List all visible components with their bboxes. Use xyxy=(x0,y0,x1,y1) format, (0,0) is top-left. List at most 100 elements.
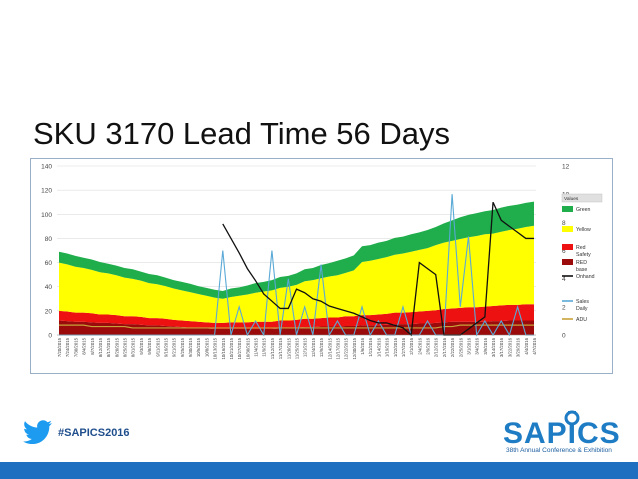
left-axis-tick-label: 140 xyxy=(41,164,52,171)
x-axis-tick-label: 12/14/2015 xyxy=(327,337,332,359)
twitter-bird-icon xyxy=(23,420,52,444)
x-axis-tick-label: 2/4/2016 xyxy=(417,337,422,354)
right-axis-tick-label: 6 xyxy=(562,248,566,255)
green-zone-area xyxy=(59,201,534,299)
legend-swatch xyxy=(562,206,573,212)
x-axis-tick-label: 3/9/2016 xyxy=(483,337,488,354)
legend-label: Safety xyxy=(576,252,591,258)
right-axis-tick-label: 0 xyxy=(562,333,566,340)
legend-swatch xyxy=(562,259,573,265)
right-axis-tick-label: 12 xyxy=(562,164,570,171)
x-axis-tick-label: 12/4/2015 xyxy=(311,337,316,357)
x-axis-tick-label: 10/21/2015 xyxy=(229,337,234,359)
legend-label: Sales xyxy=(576,299,589,305)
x-axis-tick-label: 2/22/2016 xyxy=(450,337,455,357)
x-axis-tick-label: 8/17/2015 xyxy=(106,337,111,357)
x-axis-tick-label: 11/12/2015 xyxy=(270,337,275,359)
x-axis-tick-label: 9/25/2015 xyxy=(180,337,185,357)
x-axis-tick-label: 1/22/2016 xyxy=(393,337,398,357)
legend-label: RED xyxy=(576,260,587,266)
left-axis-tick-label: 40 xyxy=(45,284,53,291)
x-axis-tick-label: 2/17/2016 xyxy=(442,337,447,357)
x-axis-tick-label: 2/1/2016 xyxy=(409,337,414,354)
x-axis-tick-label: 3/1/2016 xyxy=(466,337,471,354)
x-axis-tick-label: 12/1/2015 xyxy=(303,337,308,357)
legend-label: ADU xyxy=(576,317,587,323)
x-axis-tick-label: 3/22/2016 xyxy=(507,337,512,357)
x-axis-tick-label: 9/21/2015 xyxy=(172,337,177,357)
x-axis-tick-label: 4/7/2016 xyxy=(532,337,537,354)
x-axis-tick-label: 4/4/2016 xyxy=(524,337,529,354)
legend-title-box xyxy=(561,193,603,203)
x-axis-tick-label: 1/6/2016 xyxy=(360,337,365,354)
x-axis-tick-label: 8/7/2015 xyxy=(90,337,95,354)
x-axis-tick-label: 1/14/2016 xyxy=(376,337,381,357)
x-axis-tick-label: 8/31/2015 xyxy=(131,337,136,357)
legend-label: Red xyxy=(576,245,586,251)
legend-title: Values xyxy=(564,196,579,202)
x-axis-tick-label: 10/27/2015 xyxy=(237,337,242,359)
legend-label: Green xyxy=(576,207,591,213)
legend-label: Yellow xyxy=(576,227,591,233)
chart-frame: 0204060801001201400246810127/20/20157/24… xyxy=(30,158,613,374)
x-axis-tick-label: 1/27/2016 xyxy=(401,337,406,357)
x-axis-tick-label: 10/13/2015 xyxy=(213,337,218,359)
legend-swatch xyxy=(562,226,573,232)
x-axis-tick-label: 10/16/2015 xyxy=(221,337,226,359)
x-axis-tick-label: 7/30/2015 xyxy=(73,337,78,357)
x-axis-tick-label: 12/9/2015 xyxy=(319,337,324,357)
x-axis-tick-label: 2/25/2016 xyxy=(458,337,463,357)
x-axis-tick-label: 8/20/2015 xyxy=(114,337,119,357)
right-axis-tick-label: 8 xyxy=(562,220,566,227)
left-axis-tick-label: 60 xyxy=(45,260,53,267)
x-axis-tick-label: 10/5/2015 xyxy=(196,337,201,357)
x-axis-tick-label: 11/20/2015 xyxy=(286,337,291,359)
x-axis-tick-label: 12/22/2015 xyxy=(344,337,349,359)
x-axis-tick-label: 1/11/2016 xyxy=(368,337,373,356)
right-axis-tick-label: 2 xyxy=(562,304,566,311)
bottom-bar xyxy=(0,462,638,479)
x-axis-tick-label: 3/4/2016 xyxy=(475,337,480,354)
left-axis-tick-label: 120 xyxy=(41,188,52,195)
sapics-logo-text: SAPICS xyxy=(503,417,621,450)
left-axis-tick-label: 20 xyxy=(45,308,53,315)
hashtag-label: #SAPICS2016 xyxy=(58,427,130,439)
x-axis-tick-label: 9/8/2015 xyxy=(147,337,152,354)
x-axis-tick-label: 3/29/2016 xyxy=(516,337,521,357)
left-axis-tick-label: 80 xyxy=(45,236,53,243)
legend-label: Onhand xyxy=(576,274,595,280)
x-axis-tick-label: 12/17/2015 xyxy=(335,337,340,359)
x-axis-tick-label: 1/19/2016 xyxy=(385,337,390,357)
sapics-logo-icon xyxy=(564,410,580,426)
x-axis-tick-label: 9/30/2015 xyxy=(188,337,193,357)
x-axis-tick-label: 12/30/2015 xyxy=(352,337,357,359)
x-axis-tick-label: 8/25/2015 xyxy=(123,337,128,357)
x-axis-tick-label: 9/3/2015 xyxy=(139,337,144,354)
x-axis-tick-label: 7/20/2015 xyxy=(57,337,62,357)
slide-title: SKU 3170 Lead Time 56 Days xyxy=(33,116,451,151)
x-axis-tick-label: 2/12/2016 xyxy=(434,337,439,357)
buffer-chart: 0204060801001201400246810127/20/20157/24… xyxy=(41,164,603,360)
x-axis-tick-label: 7/24/2015 xyxy=(65,337,70,357)
x-axis-tick-label: 11/25/2015 xyxy=(295,337,300,359)
x-axis-tick-label: 11/9/2015 xyxy=(262,337,267,356)
left-axis-tick-label: 100 xyxy=(41,212,52,219)
legend-swatch xyxy=(562,244,573,250)
x-axis-tick-label: 10/8/2015 xyxy=(204,337,209,357)
x-axis-tick-label: 3/14/2016 xyxy=(491,337,496,357)
left-axis-tick-label: 0 xyxy=(48,333,52,340)
x-axis-tick-label: 11/17/2015 xyxy=(278,337,283,359)
sapics-logo-subtitle: 38th Annual Conference & Exhibition xyxy=(506,447,612,454)
right-axis-tick-label: 4 xyxy=(562,276,566,283)
x-axis-tick-label: 2/9/2016 xyxy=(426,337,431,354)
legend-label: base xyxy=(576,267,587,273)
onhand-line xyxy=(222,201,534,337)
x-axis-tick-label: 9/11/2015 xyxy=(155,337,160,356)
x-axis-tick-label: 8/12/2015 xyxy=(98,337,103,357)
x-axis-tick-label: 10/30/2015 xyxy=(245,337,250,359)
x-axis-tick-label: 9/16/2015 xyxy=(163,337,168,357)
legend-label: Daily xyxy=(576,306,588,312)
x-axis-tick-label: 3/17/2016 xyxy=(499,337,504,357)
x-axis-tick-label: 11/4/2015 xyxy=(254,337,259,356)
x-axis-tick-label: 8/4/2015 xyxy=(82,337,87,354)
